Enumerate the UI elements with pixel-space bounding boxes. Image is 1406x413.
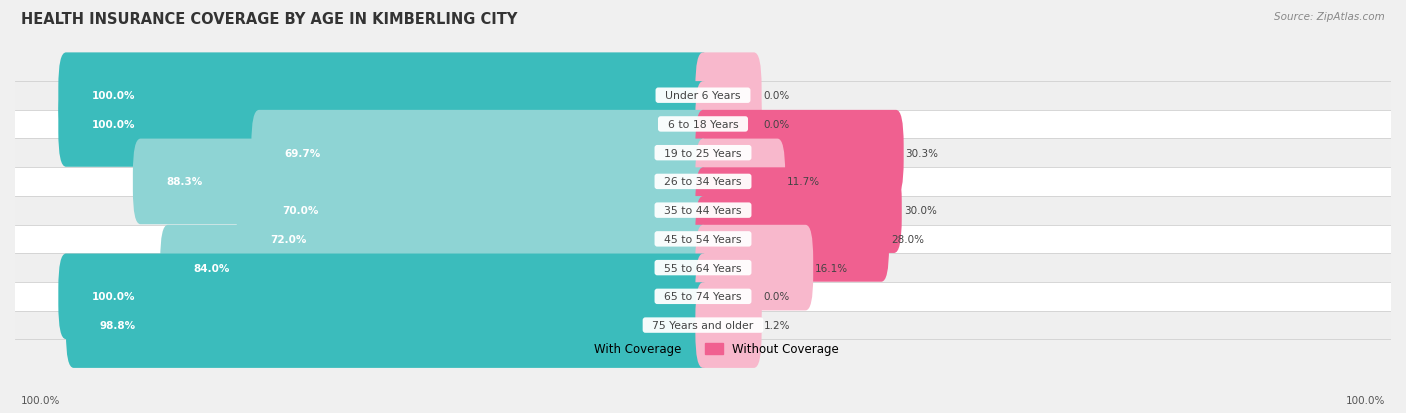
FancyBboxPatch shape [696, 197, 889, 282]
Text: 72.0%: 72.0% [270, 234, 307, 244]
FancyBboxPatch shape [15, 254, 1391, 282]
FancyBboxPatch shape [249, 168, 710, 253]
FancyBboxPatch shape [252, 111, 710, 196]
Text: 69.7%: 69.7% [284, 148, 321, 158]
Text: 70.0%: 70.0% [283, 206, 319, 216]
Text: 100.0%: 100.0% [21, 395, 60, 405]
Text: 0.0%: 0.0% [763, 120, 790, 130]
Text: 11.7%: 11.7% [787, 177, 820, 187]
Text: Under 6 Years: Under 6 Years [658, 91, 748, 101]
FancyBboxPatch shape [696, 53, 762, 139]
FancyBboxPatch shape [15, 139, 1391, 168]
Text: HEALTH INSURANCE COVERAGE BY AGE IN KIMBERLING CITY: HEALTH INSURANCE COVERAGE BY AGE IN KIMB… [21, 12, 517, 27]
Text: 35 to 44 Years: 35 to 44 Years [657, 206, 749, 216]
Text: 100.0%: 100.0% [91, 91, 135, 101]
Text: 100.0%: 100.0% [91, 292, 135, 301]
Text: 0.0%: 0.0% [763, 292, 790, 301]
FancyBboxPatch shape [15, 311, 1391, 339]
Text: 1.2%: 1.2% [763, 320, 790, 330]
FancyBboxPatch shape [236, 197, 710, 282]
FancyBboxPatch shape [58, 254, 710, 339]
Text: 75 Years and older: 75 Years and older [645, 320, 761, 330]
FancyBboxPatch shape [58, 53, 710, 139]
Text: 16.1%: 16.1% [815, 263, 848, 273]
FancyBboxPatch shape [15, 196, 1391, 225]
FancyBboxPatch shape [15, 82, 1391, 110]
FancyBboxPatch shape [15, 225, 1391, 254]
FancyBboxPatch shape [696, 282, 762, 368]
FancyBboxPatch shape [160, 225, 710, 311]
FancyBboxPatch shape [15, 168, 1391, 196]
Text: 84.0%: 84.0% [194, 263, 229, 273]
Text: 26 to 34 Years: 26 to 34 Years [657, 177, 749, 187]
FancyBboxPatch shape [696, 111, 904, 196]
Text: 30.0%: 30.0% [904, 206, 936, 216]
FancyBboxPatch shape [696, 225, 813, 311]
FancyBboxPatch shape [696, 168, 901, 253]
Text: 100.0%: 100.0% [91, 120, 135, 130]
Text: 45 to 54 Years: 45 to 54 Years [657, 234, 749, 244]
FancyBboxPatch shape [58, 82, 710, 167]
Text: 65 to 74 Years: 65 to 74 Years [657, 292, 749, 301]
Legend: With Coverage, Without Coverage: With Coverage, Without Coverage [562, 338, 844, 360]
FancyBboxPatch shape [696, 254, 762, 339]
Text: 19 to 25 Years: 19 to 25 Years [657, 148, 749, 158]
Text: Source: ZipAtlas.com: Source: ZipAtlas.com [1274, 12, 1385, 22]
Text: 0.0%: 0.0% [763, 91, 790, 101]
Text: 6 to 18 Years: 6 to 18 Years [661, 120, 745, 130]
FancyBboxPatch shape [15, 110, 1391, 139]
Text: 30.3%: 30.3% [905, 148, 939, 158]
Text: 100.0%: 100.0% [1346, 395, 1385, 405]
FancyBboxPatch shape [696, 82, 762, 167]
Text: 55 to 64 Years: 55 to 64 Years [657, 263, 749, 273]
FancyBboxPatch shape [132, 139, 710, 225]
FancyBboxPatch shape [15, 282, 1391, 311]
FancyBboxPatch shape [696, 139, 785, 225]
FancyBboxPatch shape [66, 282, 710, 368]
Text: 88.3%: 88.3% [166, 177, 202, 187]
Text: 98.8%: 98.8% [98, 320, 135, 330]
Text: 28.0%: 28.0% [891, 234, 924, 244]
